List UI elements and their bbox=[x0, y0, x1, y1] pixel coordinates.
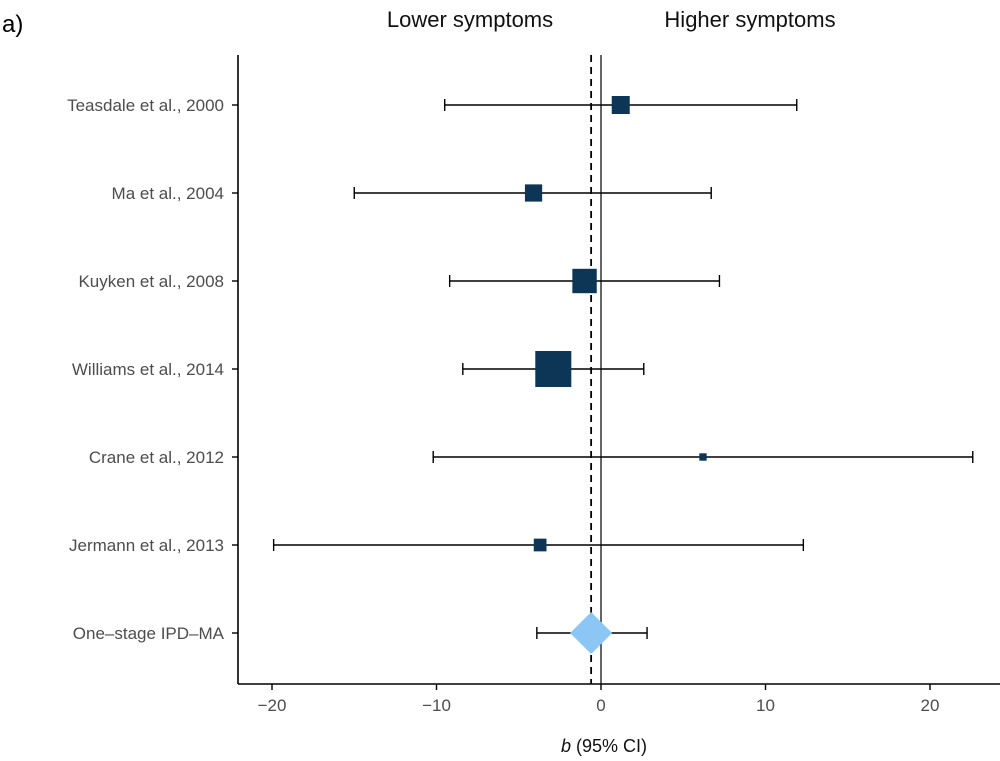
panel-label: a) bbox=[2, 11, 23, 38]
header-lower-symptoms: Lower symptoms bbox=[387, 7, 553, 32]
study-estimate-marker bbox=[699, 453, 707, 461]
study-label: One–stage IPD–MA bbox=[73, 624, 225, 643]
header-higher-symptoms: Higher symptoms bbox=[664, 7, 835, 32]
x-tick-label: −10 bbox=[422, 696, 451, 715]
x-tick-label: −20 bbox=[258, 696, 287, 715]
study-estimate-marker bbox=[533, 538, 547, 552]
study-label: Jermann et al., 2013 bbox=[69, 536, 224, 555]
study-estimate-marker bbox=[535, 350, 572, 388]
study-label: Kuyken et al., 2008 bbox=[78, 272, 224, 291]
study-label: Ma et al., 2004 bbox=[112, 184, 224, 203]
study-label: Teasdale et al., 2000 bbox=[67, 96, 224, 115]
study-estimate-marker bbox=[572, 268, 597, 294]
x-axis-title-variable: b bbox=[561, 736, 571, 756]
x-axis-title: b (95% CI) bbox=[561, 736, 647, 756]
study-label: Williams et al., 2014 bbox=[72, 360, 224, 379]
x-tick-label: 10 bbox=[756, 696, 775, 715]
pooled-estimate-diamond bbox=[570, 612, 613, 654]
x-tick-label: 0 bbox=[596, 696, 605, 715]
plot-area: −20 −10 0 10 20 Teasdale et al., 2000 Ma et al… bbox=[67, 55, 1000, 715]
study-label: Crane et al., 2012 bbox=[89, 448, 224, 467]
x-axis-title-suffix: (95% CI) bbox=[571, 736, 647, 756]
study-estimate-marker bbox=[524, 184, 543, 202]
x-tick-label: 20 bbox=[921, 696, 940, 715]
study-estimate-marker bbox=[611, 95, 630, 115]
